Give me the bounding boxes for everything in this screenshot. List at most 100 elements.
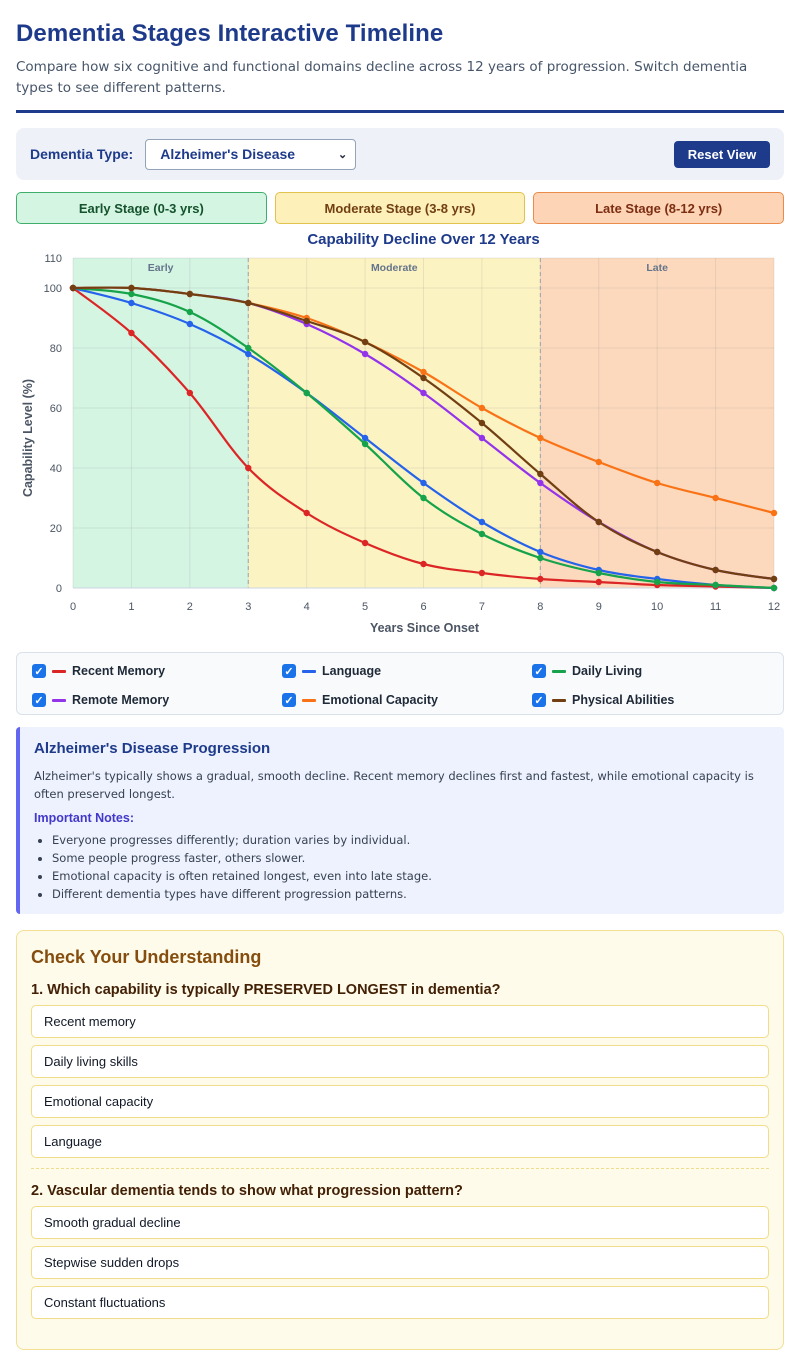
legend-item-language[interactable]: ✓ Language — [282, 662, 532, 680]
legend-item-physical-abilities[interactable]: ✓ Physical Abilities — [532, 691, 782, 709]
data-point-language — [361, 434, 369, 442]
legend-swatch — [52, 669, 66, 673]
x-tick-label: 2 — [187, 601, 193, 613]
checkbox-checked-icon[interactable]: ✓ — [282, 664, 296, 678]
y-axis-label: Capability Level (%) — [21, 379, 35, 497]
checkbox-checked-icon[interactable]: ✓ — [282, 693, 296, 707]
stage-band-label: Moderate — [371, 262, 418, 274]
quiz-question-1: 1. Which capability is typically PRESERV… — [31, 982, 501, 998]
legend-swatch — [302, 669, 316, 673]
y-tick-label: 40 — [50, 463, 62, 475]
checkbox-checked-icon[interactable]: ✓ — [532, 664, 546, 678]
question-divider — [31, 1168, 769, 1169]
legend-item-recent-memory[interactable]: ✓ Recent Memory — [32, 662, 282, 680]
reset-view-button[interactable]: Reset View — [674, 140, 770, 168]
note-item: Emotional capacity is often retained lon… — [52, 867, 770, 885]
quiz-option[interactable]: Recent memory — [31, 1005, 769, 1038]
data-point-emotional-capacity — [595, 458, 602, 466]
chart-title: Capability Decline Over 12 Years — [307, 231, 539, 248]
checkbox-checked-icon[interactable]: ✓ — [532, 693, 546, 707]
data-point-remote-memory — [420, 389, 427, 397]
quiz-panel: Check Your Understanding 1. Which capabi… — [16, 930, 784, 1350]
stage-band-late — [540, 258, 774, 588]
data-point-emotional-capacity — [770, 509, 778, 517]
quiz-option[interactable]: Constant fluctuations — [31, 1286, 769, 1319]
legend-label: Daily Living — [572, 664, 643, 678]
legend-label: Emotional Capacity — [322, 693, 438, 707]
data-point-language — [128, 299, 135, 307]
stage-moderate-button[interactable]: Moderate Stage (3-8 yrs) — [274, 192, 526, 224]
x-tick-label: 9 — [596, 601, 602, 613]
data-point-language — [537, 548, 544, 556]
data-point-recent-memory — [537, 575, 544, 583]
data-point-recent-memory — [420, 560, 427, 568]
data-point-daily-living — [712, 581, 719, 589]
data-point-language — [186, 320, 194, 328]
data-point-remote-memory — [537, 479, 544, 487]
quiz-option[interactable]: Daily living skills — [31, 1045, 769, 1078]
capability-chart: Capability Decline Over 12 Years Early Mod… — [21, 231, 780, 635]
x-tick-label: 12 — [768, 601, 780, 613]
quiz-option[interactable]: Stepwise sudden drops — [31, 1246, 769, 1279]
data-point-physical-abilities — [478, 419, 486, 427]
data-point-emotional-capacity — [712, 494, 719, 502]
data-point-physical-abilities — [537, 470, 544, 478]
data-point-recent-memory — [128, 329, 135, 337]
data-point-physical-abilities — [361, 338, 369, 346]
checkbox-checked-icon[interactable]: ✓ — [32, 664, 46, 678]
x-tick-label: 7 — [479, 601, 485, 613]
quiz-title: Check Your Understanding — [31, 947, 262, 967]
data-point-daily-living — [128, 290, 135, 298]
data-point-emotional-capacity — [478, 404, 486, 412]
data-point-physical-abilities — [69, 284, 77, 292]
stage-band-moderate — [248, 258, 541, 588]
x-tick-label: 5 — [362, 601, 368, 613]
legend-item-remote-memory[interactable]: ✓ Remote Memory — [32, 691, 282, 709]
data-point-recent-memory — [361, 539, 369, 547]
x-tick-label: 0 — [70, 601, 76, 613]
stage-buttons: Early Stage (0-3 yrs) Moderate Stage (3-… — [16, 192, 785, 224]
data-point-physical-abilities — [653, 548, 661, 556]
legend-swatch — [552, 669, 566, 673]
legend-item-daily-living[interactable]: ✓ Daily Living — [532, 662, 782, 680]
legend-item-emotional-capacity[interactable]: ✓ Emotional Capacity — [282, 691, 532, 709]
x-tick-label: 6 — [420, 601, 426, 613]
note-item: Some people progress faster, others slow… — [52, 849, 770, 867]
stage-late-button[interactable]: Late Stage (8-12 yrs) — [533, 192, 785, 224]
data-point-daily-living — [537, 554, 544, 562]
y-tick-label: 0 — [56, 583, 62, 595]
x-axis-label: Years Since Onset — [370, 621, 480, 635]
dementia-type-select[interactable]: Alzheimer's Disease ⌄ — [145, 138, 357, 170]
legend-swatch — [302, 698, 316, 702]
y-tick-label: 60 — [50, 403, 62, 415]
quiz-option[interactable]: Language — [31, 1125, 769, 1158]
data-point-physical-abilities — [420, 374, 427, 382]
data-point-recent-memory — [186, 389, 194, 397]
x-tick-label: 1 — [128, 601, 134, 613]
quiz-option[interactable]: Smooth gradual decline — [31, 1206, 769, 1239]
legend-label: Remote Memory — [72, 693, 170, 707]
data-point-physical-abilities — [186, 290, 194, 298]
data-point-emotional-capacity — [420, 368, 427, 376]
checkbox-checked-icon[interactable]: ✓ — [32, 693, 46, 707]
legend-label: Physical Abilities — [572, 693, 675, 707]
data-point-remote-memory — [478, 434, 486, 442]
data-point-daily-living — [186, 308, 194, 316]
x-tick-label: 3 — [245, 601, 251, 613]
data-point-recent-memory — [478, 569, 486, 577]
data-point-physical-abilities — [303, 317, 310, 325]
y-tick-label: 20 — [50, 523, 62, 535]
data-point-daily-living — [361, 440, 369, 448]
legend-swatch — [552, 698, 566, 702]
stage-early-button[interactable]: Early Stage (0-3 yrs) — [16, 192, 267, 224]
note-item: Everyone progresses differently; duratio… — [52, 831, 770, 849]
y-tick-label: 110 — [44, 253, 62, 265]
data-point-daily-living — [245, 344, 252, 352]
data-point-physical-abilities — [128, 284, 135, 292]
data-point-daily-living — [595, 569, 602, 577]
legend-label: Language — [322, 664, 382, 678]
quiz-option[interactable]: Emotional capacity — [31, 1085, 769, 1118]
dementia-type-value: Alzheimer's Disease — [160, 146, 296, 162]
data-point-recent-memory — [303, 509, 310, 517]
data-point-language — [245, 350, 252, 358]
